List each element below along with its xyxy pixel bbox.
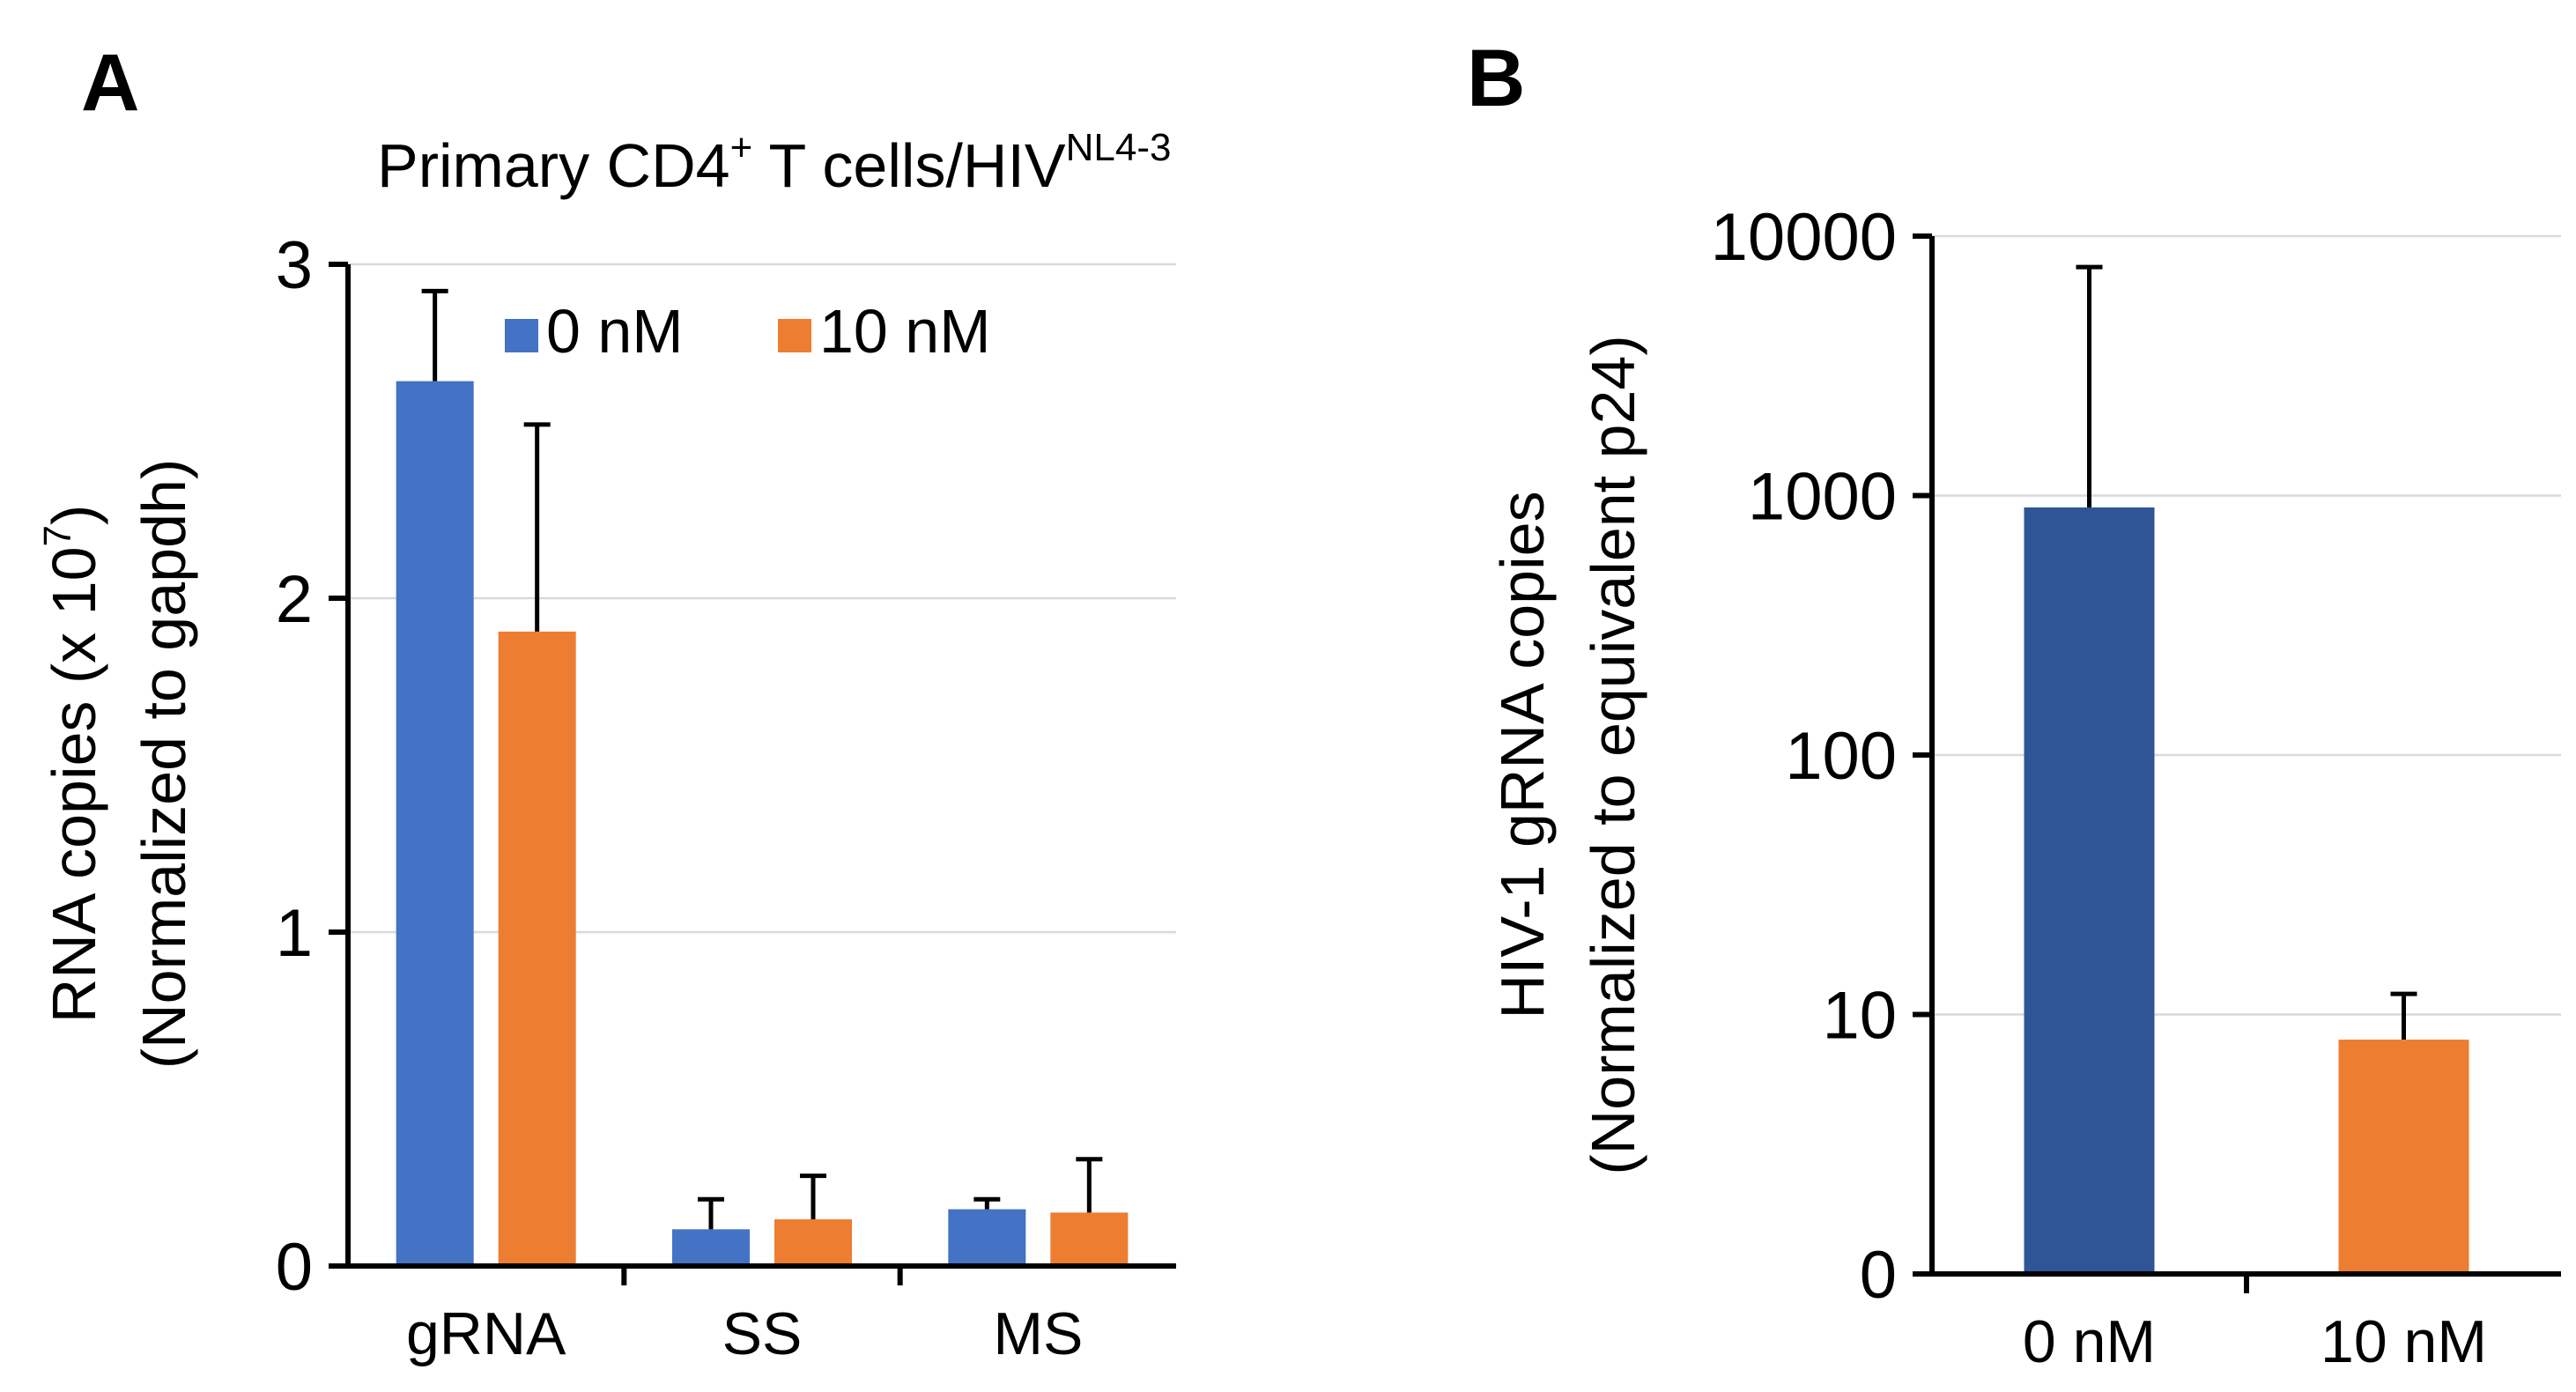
chart-b-bar [2338, 1040, 2469, 1274]
chart-b-ytick-label: 10 [1822, 979, 1897, 1054]
chart-a-ytick-label: 0 [276, 1230, 313, 1305]
chart-b-tick-labels: 0 10 100 1000 10000 [1711, 200, 1897, 1313]
chart-a-bar [774, 1218, 852, 1266]
chart-a-category-label: SS [722, 1300, 803, 1367]
chart-a-bar [396, 381, 474, 1266]
chart-a-category-labels: gRNA SS MS [406, 1300, 1083, 1367]
panel-a: A Primary CD4+ T cells/HIVNL4-3 RNA copi… [36, 38, 1176, 1367]
chart-a-title-mid: T cells/HIV [752, 131, 1066, 200]
chart-a-legend: 0 nM 10 nM [505, 297, 991, 366]
chart-a-title-sup1: + [730, 126, 753, 169]
chart-b-category-label: 10 nM [2321, 1308, 2487, 1375]
panel-letter-b: B [1467, 33, 1525, 123]
chart-a-legend-swatch [778, 319, 811, 352]
chart-a-ylabel-line1: RNA copies (x 107) [36, 505, 108, 1024]
chart-b-ytick-label: 10000 [1711, 200, 1897, 275]
chart-b-ylabel-line1: HIV-1 gRNA copies [1488, 491, 1557, 1018]
chart-a-bar [948, 1209, 1026, 1266]
chart-a-title: Primary CD4+ T cells/HIVNL4-3 [377, 126, 1171, 200]
chart-a-bar [498, 631, 576, 1266]
chart-b-ytick-label: 1000 [1748, 460, 1897, 535]
panel-letter-a: A [81, 38, 139, 128]
chart-a-axes [329, 262, 1176, 1285]
chart-a-title-sup2: NL4-3 [1066, 126, 1172, 169]
chart-b-bars [2024, 264, 2469, 1274]
chart-a-bar [1050, 1212, 1129, 1266]
chart-a-category-label: MS [993, 1300, 1083, 1367]
chart-a-ytick-label: 1 [276, 896, 313, 971]
chart-b-ylabel-line2: (Normalized to equivalent p24) [1579, 335, 1647, 1174]
chart-a-legend-swatch [505, 319, 538, 352]
chart-b-ytick-label: 0 [1860, 1238, 1897, 1313]
chart-a-tick-labels: 0 1 2 3 [276, 228, 313, 1305]
chart-b-category-label: 0 nM [2023, 1308, 2156, 1375]
chart-a-title-main: Primary CD4 [377, 131, 730, 200]
chart-a-ytick-label: 2 [276, 562, 313, 637]
chart-a-ytick-label: 3 [276, 228, 313, 303]
chart-a-legend-label: 0 nM [546, 297, 684, 366]
panel-b: B HIV-1 gRNA copies (Normalized to equiv… [1467, 33, 2561, 1375]
chart-a-ylabel-line2: (Normalized to gapdh) [130, 459, 198, 1070]
chart-a-bar [672, 1229, 750, 1266]
chart-a-bars [396, 288, 1129, 1266]
chart-b-axes [1913, 233, 2561, 1293]
chart-b-bar [2024, 507, 2155, 1274]
chart-a-gridlines [348, 263, 1176, 934]
chart-b-ytick-label: 100 [1785, 719, 1897, 794]
chart-b-category-labels: 0 nM 10 nM [2023, 1308, 2487, 1375]
chart-a-legend-label: 10 nM [819, 297, 991, 366]
chart-a-category-label: gRNA [406, 1300, 566, 1367]
